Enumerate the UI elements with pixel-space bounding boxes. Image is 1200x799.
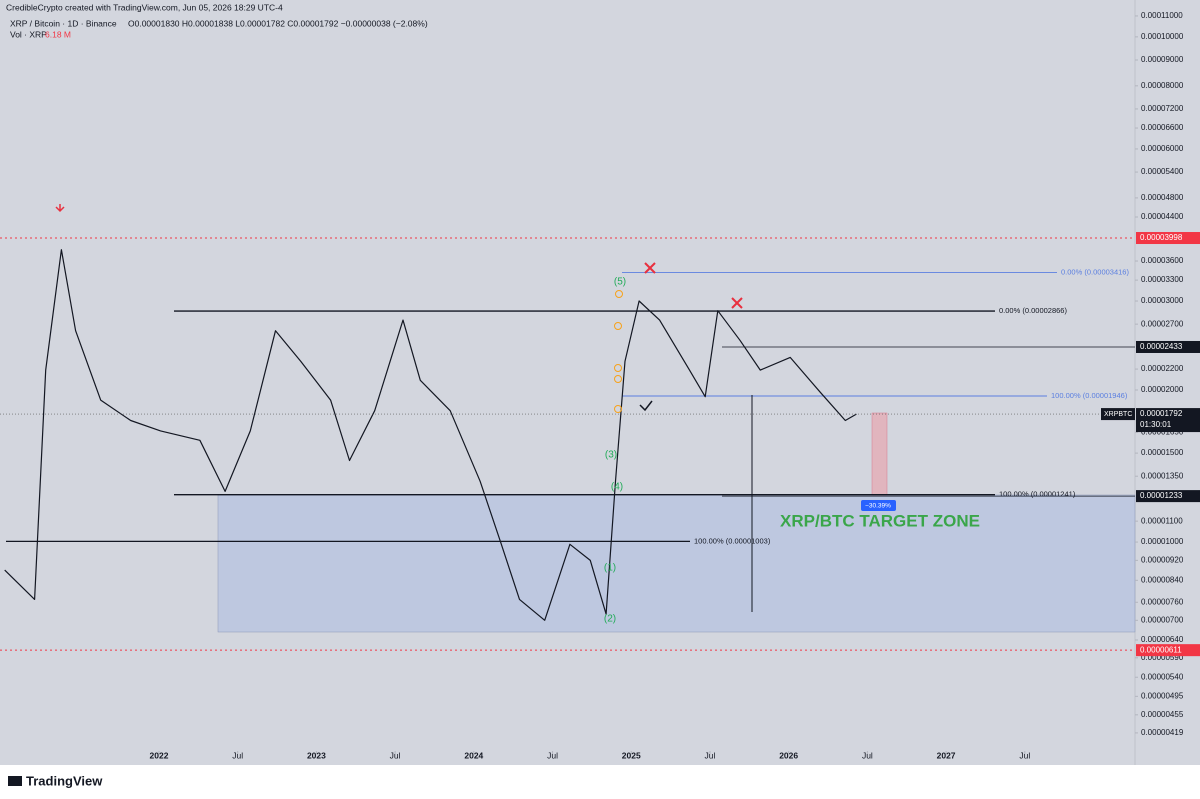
x-tick-label: Jul bbox=[390, 750, 401, 760]
x-tick-label: 2023 bbox=[307, 750, 326, 760]
down-arrow bbox=[55, 204, 65, 213]
x-tick-label: Jul bbox=[232, 750, 243, 760]
x-tick-label: Jul bbox=[547, 750, 558, 760]
price-line bbox=[4, 249, 857, 621]
check-mark bbox=[639, 400, 653, 412]
measure-badge bbox=[861, 500, 896, 511]
chart-background bbox=[0, 0, 1200, 765]
header-credit: CredibleCrypto created with TradingView.… bbox=[6, 2, 283, 12]
x-tick-label: Jul bbox=[705, 750, 716, 760]
y-tick-label: 0.00010000 bbox=[1141, 32, 1184, 41]
y-tick-label: 0.00002000 bbox=[1141, 385, 1184, 394]
y-tick-label: 0.00000540 bbox=[1141, 672, 1184, 681]
y-tick-label: 0.00000920 bbox=[1141, 555, 1184, 564]
y-tick-label: 0.00006000 bbox=[1141, 144, 1184, 153]
level-label: 0.00% (0.00002866) bbox=[999, 306, 1067, 315]
marker-label: 0.00003998 bbox=[1140, 233, 1183, 242]
x-tick-label: Jul bbox=[862, 750, 873, 760]
measure-label: −30.39% bbox=[865, 503, 891, 510]
y-tick-label: 0.00007200 bbox=[1141, 104, 1184, 113]
marker-label: 0.00000611 bbox=[1140, 645, 1182, 654]
x-tick-label: 2026 bbox=[779, 750, 798, 760]
y-tick-label: 0.00011000 bbox=[1141, 11, 1183, 20]
marker-badge bbox=[1136, 644, 1200, 657]
marker-label: 0.00002433 bbox=[1140, 342, 1183, 351]
x-tick-label: 2025 bbox=[622, 750, 641, 760]
y-tick-label: 0.00008000 bbox=[1141, 81, 1184, 90]
y-tick-label: 0.00000419 bbox=[1141, 728, 1184, 737]
y-tick-label: 0.00001100 bbox=[1141, 516, 1183, 525]
y-tick-label: 0.00000455 bbox=[1141, 710, 1184, 719]
symbol-badge bbox=[1101, 408, 1135, 421]
series-layer: 0.00% (0.00003416) 0.00% (0.00002866) 100.… bbox=[0, 237, 1135, 651]
y-tick-label: 0.00001000 bbox=[1141, 537, 1184, 546]
x-tick-label: 2024 bbox=[464, 750, 483, 760]
y-tick-label: 0.00009000 bbox=[1141, 55, 1184, 64]
y-tick-label: 0.00002200 bbox=[1141, 364, 1184, 373]
y-tick-label: 0.00000700 bbox=[1141, 615, 1184, 624]
y-tick-label: 0.00000495 bbox=[1141, 691, 1184, 700]
cross-markers bbox=[644, 262, 743, 309]
volume-label: Vol · XRP bbox=[10, 29, 47, 39]
marker-badge bbox=[1136, 232, 1200, 245]
x-tick-label: Jul bbox=[1019, 750, 1030, 760]
x-tick-label: 2022 bbox=[150, 750, 169, 760]
wave-label: (2) bbox=[604, 614, 616, 625]
y-tick-label: 0.00000590 bbox=[1141, 653, 1184, 662]
target-zone bbox=[217, 494, 1136, 633]
marker-badge bbox=[1136, 490, 1200, 503]
logo: TradingView bbox=[8, 773, 103, 788]
y-tick-label: 0.00003600 bbox=[1141, 256, 1184, 265]
level-label: 100.00% (0.00001946) bbox=[1051, 391, 1128, 400]
level-label: 100.00% (0.00001241) bbox=[999, 490, 1076, 499]
volume-value: 6.18 M bbox=[45, 29, 71, 39]
brand: TradingView bbox=[26, 773, 103, 788]
orange-markers bbox=[614, 290, 623, 413]
footer-background bbox=[0, 765, 1200, 799]
level-label: 0.00% (0.00003416) bbox=[1061, 268, 1129, 277]
price-label: 0.00001792 bbox=[1140, 409, 1183, 418]
countdown-label: 01:30:01 bbox=[1140, 420, 1172, 429]
y-tick-label: 0.00001500 bbox=[1141, 448, 1184, 457]
y-tick-label: 0.00005400 bbox=[1141, 167, 1184, 176]
marker-label: 0.00001233 bbox=[1140, 491, 1183, 500]
y-tick-label: 0.00000640 bbox=[1141, 635, 1184, 644]
zone-label: XRP/BTC TARGET ZONE bbox=[780, 511, 980, 530]
wave-label: (4) bbox=[611, 482, 623, 493]
y-tick-label: 0.00006600 bbox=[1141, 123, 1184, 132]
x-tick-label: 2027 bbox=[937, 750, 956, 760]
header-ohlc: O0.00001830 H0.00001838 L0.00001782 C0.0… bbox=[128, 18, 428, 28]
y-tick-label: 0.00001350 bbox=[1141, 471, 1184, 480]
y-tick-label: 0.00002700 bbox=[1141, 319, 1184, 328]
wave-label: (1) bbox=[604, 563, 616, 574]
y-tick-label: 0.00003000 bbox=[1141, 296, 1184, 305]
y-tick-label: 0.00004800 bbox=[1141, 193, 1184, 202]
level-label: 100.00% (0.00001003) bbox=[694, 536, 771, 545]
header-symbol: XRP / Bitcoin · 1D · Binance bbox=[10, 18, 117, 28]
y-tick-label: 0.00000840 bbox=[1141, 575, 1184, 584]
measure-box bbox=[871, 412, 888, 496]
price-badge bbox=[1136, 408, 1200, 433]
wave-label: (5) bbox=[614, 277, 626, 288]
y-tick-label: 0.00003300 bbox=[1141, 275, 1184, 284]
wave-label: (3) bbox=[605, 450, 617, 461]
y-tick-label: 0.00004400 bbox=[1141, 212, 1184, 221]
marker-badge bbox=[1136, 340, 1200, 353]
y-tick-label: 0.00000760 bbox=[1141, 597, 1184, 606]
symbol-label: XRPBTC bbox=[1104, 411, 1132, 418]
